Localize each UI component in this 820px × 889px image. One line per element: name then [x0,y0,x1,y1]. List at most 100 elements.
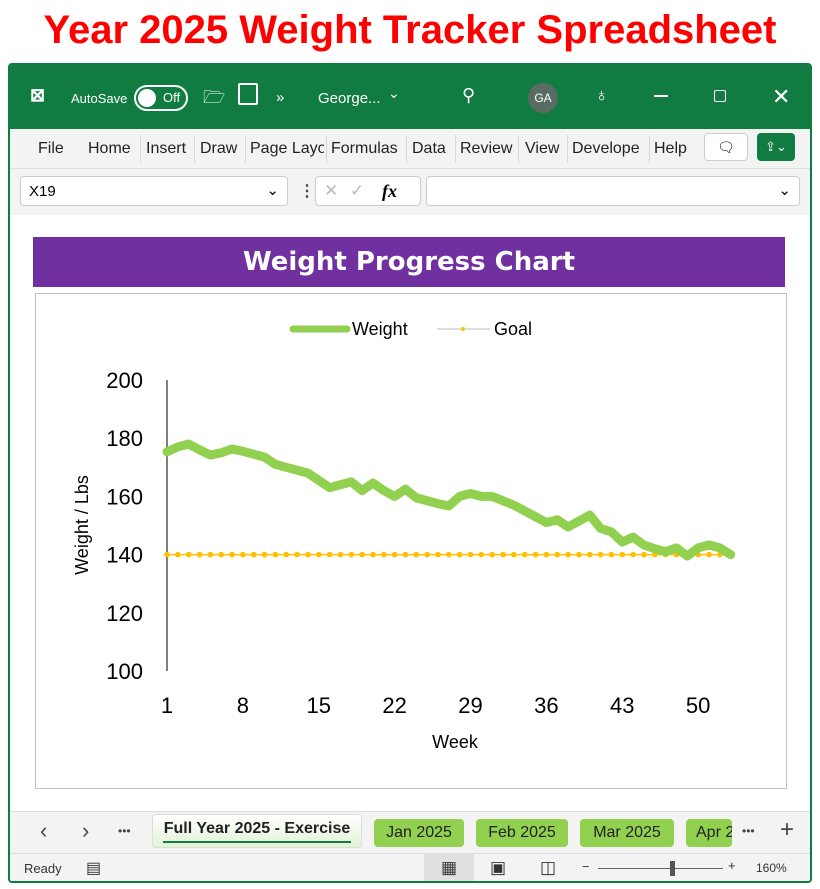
goal-point [391,551,398,558]
normal-view-icon[interactable]: ▦ [424,854,474,881]
goal-point [326,551,333,558]
avatar[interactable]: GA [528,83,558,113]
sheet-tab-mar[interactable]: Mar 2025 [580,819,674,847]
goal-point [424,551,430,558]
goal-point [565,551,571,558]
chevron-down-icon[interactable]: ⌄ [266,182,279,199]
insert-function-button[interactable]: fx [382,181,397,201]
y-tick-label: 140 [106,543,143,568]
add-sheet-button[interactable]: + [780,816,795,843]
name-box-value: X19 [29,183,56,200]
y-tick-label: 200 [106,368,143,393]
tab-formulas[interactable]: Formulas [331,140,398,157]
tab-view[interactable]: View [525,140,560,157]
sheet-tab-feb[interactable]: Feb 2025 [476,819,568,847]
tab-review[interactable]: Review [460,140,513,157]
formula-bar: X19 ⌄ ⋮ ✕ ✓ fx ⌄ [10,169,810,215]
goal-point [521,551,528,558]
goal-point [456,551,463,558]
more-tabs-button[interactable]: ••• [742,824,755,838]
close-icon[interactable]: ✕ [772,84,791,109]
goal-point [315,551,322,558]
more-sheets-button[interactable]: ••• [118,824,131,838]
sheet-tab-jan[interactable]: Jan 2025 [374,819,464,847]
x-tick-label: 29 [458,693,482,718]
chevron-down-icon[interactable]: ⌄ [388,85,400,101]
goal-point [435,551,441,558]
comments-button[interactable]: 🗨 [704,133,748,161]
page-break-view-icon[interactable]: ◫ [540,858,557,877]
goal-point [294,551,300,558]
tab-help[interactable]: Help [654,140,687,157]
lightbulb-icon[interactable]: ♁ [595,85,609,105]
goal-point [250,551,257,558]
chart-area[interactable] [35,293,787,789]
x-tick-label: 50 [686,693,710,718]
excel-window: ⊠ AutoSave Off 🗁 » George... ⌄ ⚲ GA ♁ ✕ … [8,63,812,883]
status-ready: Ready [24,861,62,876]
goal-point [630,551,636,558]
zoom-slider-thumb[interactable] [670,861,675,876]
name-box[interactable]: X19 ⌄ [20,176,288,206]
more-commands[interactable]: » [276,89,285,106]
sheet-tab-full-year[interactable]: Full Year 2025 - Exercise [152,814,362,848]
comment-icon: 🗨 [717,139,735,155]
goal-point [175,551,181,558]
goal-point [446,551,452,558]
sheet-tab-bar: ‹ › ••• Full Year 2025 - Exercise Jan 20… [10,811,810,853]
goal-point [381,551,387,558]
goal-point [348,551,355,558]
zoom-level[interactable]: 160% [756,861,787,875]
goal-point [467,551,474,558]
legend-goal-marker [461,327,465,331]
x-tick-label: 22 [382,693,406,718]
excel-logo-icon: ⊠ [30,85,46,105]
zoom-slider[interactable] [598,868,723,869]
chart-header: Weight Progress Chart [33,237,785,287]
tab-home[interactable]: Home [88,140,131,157]
sheet-tab-apr[interactable]: Apr 2025 [686,819,732,847]
y-tick-label: 180 [106,426,143,451]
y-tick-label: 120 [106,601,143,626]
zoom-out-button[interactable]: − [582,859,590,874]
open-folder-icon[interactable]: 🗁 [203,87,226,107]
tab-data[interactable]: Data [412,140,446,157]
tab-file[interactable]: File [38,140,64,157]
filename-dropdown[interactable]: George... [318,90,381,107]
goal-point [619,551,626,558]
goal-point [359,551,365,558]
zoom-in-button[interactable]: + [728,858,736,873]
chevron-down-icon[interactable]: ⌄ [778,182,791,199]
maximize-icon[interactable] [714,90,726,102]
tab-insert[interactable]: Insert [146,140,187,157]
sheet-area: Weight Progress Chart [10,215,810,811]
save-icon[interactable] [238,83,258,105]
minimize-icon[interactable] [654,95,668,97]
goal-point [218,551,224,558]
x-tick-label: 43 [610,693,634,718]
goal-point [185,551,192,558]
search-icon[interactable]: ⚲ [462,85,476,105]
next-sheet-button[interactable]: › [82,818,90,843]
tab-draw[interactable]: Draw [200,140,238,157]
page-layout-view-icon[interactable]: ▣ [490,858,507,877]
autosave-state: Off [163,90,181,105]
goal-point [586,551,593,558]
formula-input[interactable]: ⌄ [426,176,800,206]
accessibility-icon[interactable]: ▤ [86,860,102,877]
tab-page-layout[interactable]: Page Layo [250,140,324,157]
goal-point [370,551,376,558]
goal-point [500,551,506,558]
check-icon[interactable]: ✓ [350,181,365,200]
autosave-toggle[interactable]: Off [134,85,188,111]
tab-developer[interactable]: Develope [572,140,640,157]
goal-point [576,551,582,558]
share-button[interactable]: ⇪⌄ [757,133,795,161]
more-icon[interactable]: ⋮ [299,183,315,200]
x-tick-label: 36 [534,693,558,718]
cancel-icon[interactable]: ✕ [324,181,339,200]
goal-point [597,551,604,558]
status-bar: Ready ▤ ▦ ▣ ◫ − + 160% [10,853,810,881]
prev-sheet-button[interactable]: ‹ [40,818,48,843]
